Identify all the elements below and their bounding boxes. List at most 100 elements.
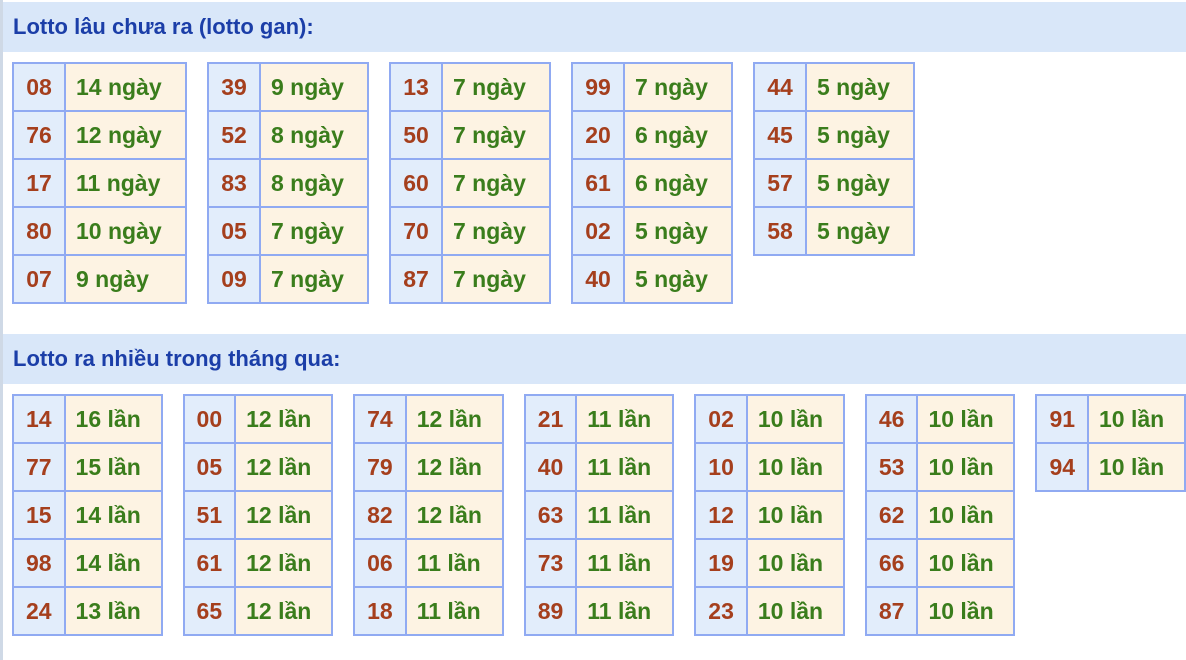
section-header-lotto-frequent: Lotto ra nhiều trong tháng qua: bbox=[3, 334, 1186, 384]
count-cell: 8 ngày bbox=[259, 110, 369, 160]
count-cell: 10 lần bbox=[745, 586, 845, 636]
number-cell: 39 bbox=[207, 62, 261, 112]
table-row: 21 11 lần bbox=[523, 394, 675, 444]
number-cell: 13 bbox=[389, 62, 443, 112]
lotto-table: 74 12 lần 79 12 lần 82 12 lần 06 11 lần 18 11 lần bbox=[353, 394, 504, 636]
count-cell: 10 lần bbox=[916, 394, 1016, 444]
table-row: 87 10 lần bbox=[864, 586, 1016, 636]
table-row: 57 5 ngày bbox=[753, 158, 915, 208]
table-row: 02 10 lần bbox=[694, 394, 845, 444]
count-cell: 10 lần bbox=[916, 490, 1016, 540]
table-row: 14 16 lần bbox=[12, 394, 163, 444]
table-row: 44 5 ngày bbox=[753, 62, 915, 112]
count-cell: 14 lần bbox=[63, 538, 163, 588]
table-row: 05 7 ngày bbox=[207, 206, 369, 256]
count-cell: 12 lần bbox=[404, 442, 504, 492]
number-cell: 21 bbox=[523, 394, 578, 444]
lotto-table: 14 16 lần 77 15 lần 15 14 lần 98 14 lần 24 13 lần bbox=[12, 394, 163, 636]
number-cell: 82 bbox=[353, 490, 407, 540]
table-row: 18 11 lần bbox=[353, 586, 504, 636]
count-cell: 7 ngày bbox=[441, 206, 551, 256]
lotto-table: 13 7 ngày 50 7 ngày 60 7 ngày 70 7 ngày 87 7 ngày bbox=[389, 62, 551, 304]
number-cell: 70 bbox=[389, 206, 443, 256]
number-cell: 15 bbox=[12, 490, 66, 540]
lotto-table: 39 9 ngày 52 8 ngày 83 8 ngày 05 7 ngày 09 7 ngày bbox=[207, 62, 369, 304]
table-row: 70 7 ngày bbox=[389, 206, 551, 256]
count-cell: 11 lần bbox=[575, 586, 675, 636]
table-row: 77 15 lần bbox=[12, 442, 163, 492]
count-cell: 9 ngày bbox=[64, 254, 187, 304]
number-cell: 63 bbox=[523, 490, 578, 540]
count-cell: 12 lần bbox=[234, 538, 334, 588]
count-cell: 10 lần bbox=[1087, 442, 1186, 492]
table-row: 23 10 lần bbox=[694, 586, 845, 636]
count-cell: 14 ngày bbox=[64, 62, 187, 112]
count-cell: 15 lần bbox=[63, 442, 163, 492]
table-row: 24 13 lần bbox=[12, 586, 163, 636]
table-row: 50 7 ngày bbox=[389, 110, 551, 160]
number-cell: 12 bbox=[694, 490, 748, 540]
number-cell: 76 bbox=[12, 110, 66, 160]
table-row: 09 7 ngày bbox=[207, 254, 369, 304]
number-cell: 62 bbox=[864, 490, 919, 540]
count-cell: 10 lần bbox=[916, 586, 1016, 636]
number-cell: 19 bbox=[694, 538, 748, 588]
number-cell: 00 bbox=[182, 394, 237, 444]
count-cell: 12 lần bbox=[404, 490, 504, 540]
count-cell: 10 lần bbox=[745, 442, 845, 492]
count-cell: 10 lần bbox=[916, 442, 1016, 492]
count-cell: 7 ngày bbox=[259, 254, 369, 304]
count-cell: 10 lần bbox=[1087, 394, 1186, 444]
number-cell: 74 bbox=[353, 394, 407, 444]
number-cell: 24 bbox=[12, 586, 66, 636]
number-cell: 51 bbox=[182, 490, 237, 540]
table-row: 61 12 lần bbox=[182, 538, 334, 588]
number-cell: 02 bbox=[694, 394, 748, 444]
table-row: 63 11 lần bbox=[523, 490, 675, 540]
lotto-table: 91 10 lần 94 10 lần bbox=[1035, 394, 1186, 492]
number-cell: 53 bbox=[864, 442, 919, 492]
table-row: 13 7 ngày bbox=[389, 62, 551, 112]
number-cell: 99 bbox=[571, 62, 625, 112]
number-cell: 57 bbox=[753, 158, 807, 208]
table-row: 66 10 lần bbox=[864, 538, 1016, 588]
count-cell: 12 lần bbox=[234, 442, 334, 492]
lotto-table: 99 7 ngày 20 6 ngày 61 6 ngày 02 5 ngày 40 5 ngày bbox=[571, 62, 733, 304]
table-row: 89 11 lần bbox=[523, 586, 675, 636]
count-cell: 11 lần bbox=[404, 538, 504, 588]
number-cell: 45 bbox=[753, 110, 807, 160]
number-cell: 02 bbox=[571, 206, 625, 256]
number-cell: 61 bbox=[571, 158, 625, 208]
count-cell: 12 lần bbox=[234, 586, 334, 636]
number-cell: 06 bbox=[353, 538, 407, 588]
number-cell: 98 bbox=[12, 538, 66, 588]
table-row: 05 12 lần bbox=[182, 442, 334, 492]
count-cell: 14 lần bbox=[63, 490, 163, 540]
number-cell: 09 bbox=[207, 254, 261, 304]
table-row: 94 10 lần bbox=[1035, 442, 1186, 492]
table-row: 91 10 lần bbox=[1035, 394, 1186, 444]
number-cell: 65 bbox=[182, 586, 237, 636]
number-cell: 79 bbox=[353, 442, 407, 492]
number-cell: 94 bbox=[1035, 442, 1090, 492]
table-row: 39 9 ngày bbox=[207, 62, 369, 112]
number-cell: 52 bbox=[207, 110, 261, 160]
table-row: 60 7 ngày bbox=[389, 158, 551, 208]
table-row: 83 8 ngày bbox=[207, 158, 369, 208]
number-cell: 05 bbox=[207, 206, 261, 256]
number-cell: 07 bbox=[12, 254, 66, 304]
table-row: 73 11 lần bbox=[523, 538, 675, 588]
number-cell: 60 bbox=[389, 158, 443, 208]
table-row: 07 9 ngày bbox=[12, 254, 187, 304]
table-row: 46 10 lần bbox=[864, 394, 1016, 444]
lotto-table: 02 10 lần 10 10 lần 12 10 lần 19 10 lần 23 10 lần bbox=[694, 394, 845, 636]
number-cell: 87 bbox=[864, 586, 919, 636]
table-row: 19 10 lần bbox=[694, 538, 845, 588]
count-cell: 12 lần bbox=[234, 490, 334, 540]
table-row: 61 6 ngày bbox=[571, 158, 733, 208]
count-cell: 5 ngày bbox=[805, 158, 915, 208]
number-cell: 23 bbox=[694, 586, 748, 636]
number-cell: 61 bbox=[182, 538, 237, 588]
number-cell: 20 bbox=[571, 110, 625, 160]
number-cell: 89 bbox=[523, 586, 578, 636]
